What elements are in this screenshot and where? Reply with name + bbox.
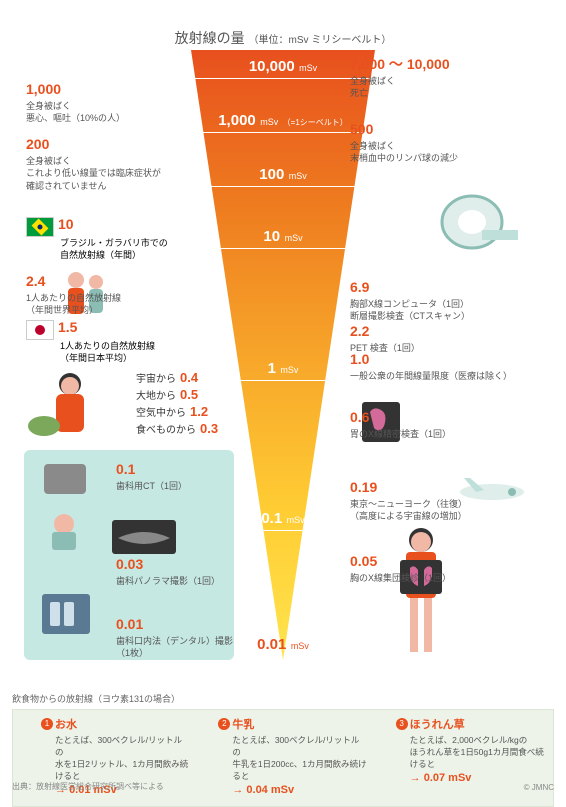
- food-number-badge: 1: [41, 718, 53, 730]
- dental-ct-icon: [34, 460, 106, 552]
- annotation-left: 200全身被ばくこれより低い線量では臨床症状が確認されていません: [26, 135, 186, 192]
- dental-item: 0.01歯科口内法（デンタル）撮影（1枚）: [116, 615, 246, 660]
- scale-mark: 1,000 mSv （=1シーベルト）: [218, 112, 348, 130]
- title-unit: （単位：mSv ミリシーベルト）: [249, 35, 392, 46]
- annotation-left: 1,000全身被ばく悪心、嘔吐（10%の人）: [26, 80, 186, 125]
- person-chest-xray-icon: [388, 526, 454, 656]
- scale-mark: 10,000 mSv: [249, 58, 317, 76]
- radiation-infographic: 放射線の量 （単位：mSv ミリシーベルト） 10,000 mSv 1,000 m…: [0, 0, 566, 798]
- scale-mark: 0.01 mSv: [257, 636, 309, 654]
- footer-title: 飲食物からの放射線（ヨウ素131の場合）: [12, 692, 554, 705]
- annotation-left: 2.41人あたりの自然放射線（年間世界平均）: [26, 272, 186, 317]
- natural-source-breakdown: 宇宙から0.4 大地から0.5 空気中から1.2 食べものから0.3: [136, 370, 218, 438]
- scale-mark: 10 mSv: [263, 228, 302, 246]
- food-number-badge: 2: [218, 718, 230, 730]
- dental-item: 0.03歯科パノラマ撮影（1回）: [116, 555, 246, 587]
- copyright: © JMNC: [524, 783, 554, 792]
- breakdown-row: 空気中から1.2: [136, 404, 218, 419]
- annotation-right: 0.19東京～ニューヨーク（往復）（高度による宇宙線の増加）: [350, 478, 550, 523]
- panorama-xray-icon: [112, 520, 176, 554]
- food-item: 2 牛乳 たとえば、300ベクレル/リットルの牛乳を1日200cc、1カ月間飲み…: [198, 718, 367, 798]
- woman-groceries-icon: [26, 370, 98, 448]
- annotation-right: 6.9胸部X線コンピュータ（1回）断層撮影検査（CTスキャン）: [350, 278, 550, 323]
- breakdown-row: 食べものから0.3: [136, 421, 218, 436]
- annotation-right: 0.6胃のX線精密検査（1回）: [350, 408, 550, 440]
- page-title: 放射線の量 （単位：mSv ミリシーベルト）: [0, 28, 566, 48]
- breakdown-row: 大地から0.5: [136, 387, 218, 402]
- br-flag-icon: [26, 217, 54, 237]
- annotation-left: 10ブラジル・ガラバリ市での自然放射線（年間）: [26, 215, 186, 262]
- scale-divider: [201, 132, 365, 133]
- annotation-right: 500全身被ばく末梢血中のリンパ球の減少: [350, 120, 550, 165]
- foods-row: 1 お水 たとえば、300ベクレル/リットルの水を1日2リットル、1カ月間飲み続…: [12, 709, 554, 807]
- annotation-right: 7,000 ～ 10,000全身被ばく死亡: [350, 55, 550, 100]
- food-item: 3 ほうれん草 たとえば、2,000ベクレル/kgのほうれん草を1日50g1カ月…: [376, 718, 545, 798]
- scale-mark: 0.1 mSv: [261, 510, 304, 528]
- annotation-left: 1.51人あたりの自然放射線（年間日本平均）: [26, 318, 186, 365]
- ct-scanner-icon: [432, 190, 522, 254]
- scale-mark: 1 mSv: [268, 360, 299, 378]
- title-text: 放射線の量: [175, 30, 245, 46]
- scale-divider: [219, 248, 347, 249]
- annotation-right: 1.0一般公衆の年間線量限度（医療は除く）: [350, 350, 550, 382]
- breakdown-row: 宇宙から0.4: [136, 370, 218, 385]
- annotation-right: 0.05胸のX線集団検診（1回）: [350, 552, 550, 584]
- scale-divider: [238, 380, 328, 381]
- scale-mark: 100 mSv: [259, 166, 306, 184]
- source-credit: 出典：放射線医学総合研究所調べ等による: [12, 781, 164, 792]
- dental-item: 0.1歯科用CT（1回）: [116, 460, 246, 492]
- food-number-badge: 3: [396, 718, 408, 730]
- jp-flag-icon: [26, 320, 54, 340]
- scale-divider: [209, 186, 357, 187]
- dental-film-icon: [42, 594, 90, 634]
- scale-divider: [261, 530, 305, 531]
- scale-divider: [193, 78, 373, 79]
